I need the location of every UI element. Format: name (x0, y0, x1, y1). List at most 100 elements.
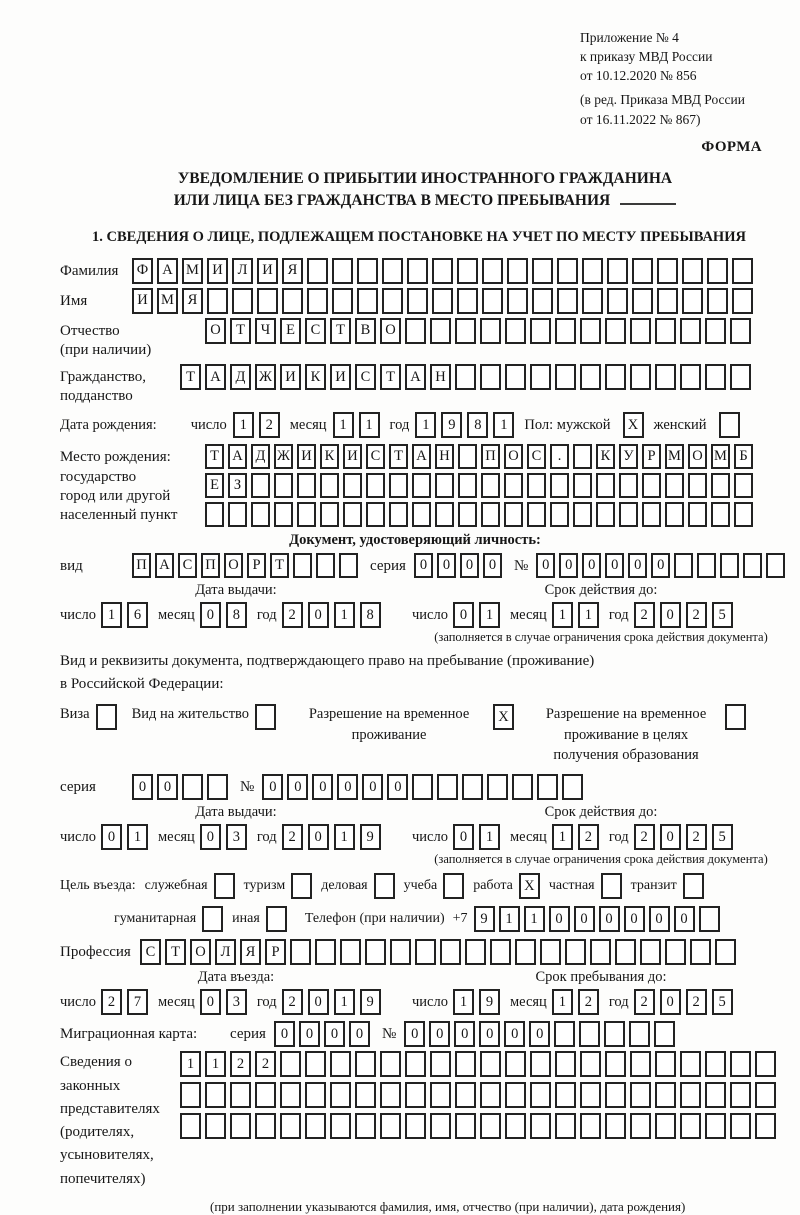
char-box[interactable] (711, 502, 730, 528)
char-box[interactable]: 9 (359, 824, 381, 851)
char-box[interactable] (357, 287, 378, 314)
char-box[interactable] (705, 364, 726, 391)
char-box[interactable] (619, 473, 638, 499)
char-box[interactable] (630, 364, 651, 391)
char-box[interactable] (343, 502, 362, 528)
char-box[interactable]: 0 (651, 553, 671, 579)
char-box[interactable] (688, 502, 707, 528)
char-box[interactable] (407, 257, 428, 284)
char-box[interactable] (730, 317, 751, 344)
char-box[interactable]: Е (280, 317, 301, 344)
char-box[interactable] (455, 1113, 476, 1140)
char-box[interactable]: Я (240, 939, 261, 966)
char-box[interactable]: 0 (482, 553, 502, 579)
char-box[interactable] (680, 1082, 701, 1109)
char-box[interactable] (530, 1051, 551, 1078)
char-box[interactable] (732, 287, 753, 314)
char-box[interactable] (280, 1082, 301, 1109)
char-box[interactable] (412, 502, 431, 528)
char-box[interactable] (274, 502, 293, 528)
char-box[interactable] (596, 473, 615, 499)
char-box[interactable] (605, 364, 626, 391)
char-box[interactable] (320, 502, 339, 528)
char-box[interactable] (579, 1021, 601, 1048)
char-box[interactable]: К (305, 364, 326, 391)
char-box[interactable]: А (405, 364, 426, 391)
char-box[interactable] (315, 939, 336, 966)
char-box[interactable]: М (157, 287, 178, 314)
char-box[interactable]: 1 (452, 989, 474, 1016)
char-box[interactable]: Н (430, 364, 451, 391)
char-box[interactable] (604, 1021, 626, 1048)
char-box[interactable]: О (224, 553, 243, 579)
char-box[interactable] (596, 502, 615, 528)
char-box[interactable]: 2 (685, 989, 707, 1016)
char-box[interactable]: 1 (551, 989, 573, 1016)
char-box[interactable] (305, 1082, 326, 1109)
purpose-work-checkbox[interactable]: X (518, 873, 540, 900)
char-box[interactable] (707, 257, 728, 284)
char-box[interactable] (482, 257, 503, 284)
char-box[interactable] (657, 287, 678, 314)
char-box[interactable] (282, 287, 303, 314)
char-box[interactable] (343, 473, 362, 499)
char-box[interactable] (504, 502, 523, 528)
char-box[interactable] (435, 502, 454, 528)
char-box[interactable]: 0 (287, 774, 309, 801)
char-box[interactable] (455, 1082, 476, 1109)
char-box[interactable] (207, 774, 228, 801)
char-box[interactable] (766, 553, 786, 579)
char-box[interactable]: О (190, 939, 211, 966)
char-box[interactable] (415, 939, 436, 966)
char-box[interactable]: 1 (478, 824, 500, 851)
char-box[interactable] (355, 1113, 376, 1140)
char-box[interactable]: И (343, 444, 362, 470)
char-box[interactable]: 2 (255, 1051, 276, 1078)
char-box[interactable] (280, 1051, 301, 1078)
char-box[interactable]: 9 (359, 989, 381, 1016)
char-box[interactable] (705, 1051, 726, 1078)
char-box[interactable]: 0 (659, 989, 681, 1016)
char-box[interactable] (480, 1082, 501, 1109)
char-box[interactable]: Т (270, 553, 289, 579)
char-box[interactable] (505, 364, 526, 391)
char-box[interactable]: 0 (454, 1021, 476, 1048)
char-box[interactable] (380, 1082, 401, 1109)
char-box[interactable]: 1 (358, 412, 380, 439)
char-box[interactable] (480, 364, 501, 391)
char-box[interactable] (405, 1082, 426, 1109)
char-box[interactable]: Р (642, 444, 661, 470)
char-box[interactable] (412, 774, 434, 801)
char-box[interactable] (255, 1113, 276, 1140)
char-box[interactable]: П (132, 553, 151, 579)
char-box[interactable] (532, 287, 553, 314)
char-box[interactable] (711, 473, 730, 499)
char-box[interactable]: 3 (225, 824, 247, 851)
char-box[interactable] (297, 502, 316, 528)
char-box[interactable] (705, 1082, 726, 1109)
char-box[interactable] (205, 1113, 226, 1140)
char-box[interactable]: 0 (504, 1021, 526, 1048)
char-box[interactable]: 1 (205, 1051, 226, 1078)
char-box[interactable] (665, 502, 684, 528)
char-box[interactable]: 0 (337, 774, 359, 801)
char-box[interactable]: 2 (100, 989, 122, 1016)
char-box[interactable] (330, 1082, 351, 1109)
char-box[interactable] (455, 317, 476, 344)
char-box[interactable] (630, 1051, 651, 1078)
char-box[interactable] (305, 1113, 326, 1140)
temp-residence-checkbox[interactable]: X (493, 704, 515, 731)
char-box[interactable] (380, 1113, 401, 1140)
char-box[interactable] (619, 502, 638, 528)
char-box[interactable]: 1 (180, 1051, 201, 1078)
char-box[interactable] (458, 473, 477, 499)
char-box[interactable]: 2 (281, 824, 303, 851)
char-box[interactable]: 0 (100, 824, 122, 851)
char-box[interactable]: А (412, 444, 431, 470)
char-box[interactable]: 1 (333, 602, 355, 629)
char-box[interactable] (389, 473, 408, 499)
char-box[interactable]: 2 (633, 602, 655, 629)
char-box[interactable] (232, 287, 253, 314)
char-box[interactable] (490, 939, 511, 966)
char-box[interactable] (582, 287, 603, 314)
